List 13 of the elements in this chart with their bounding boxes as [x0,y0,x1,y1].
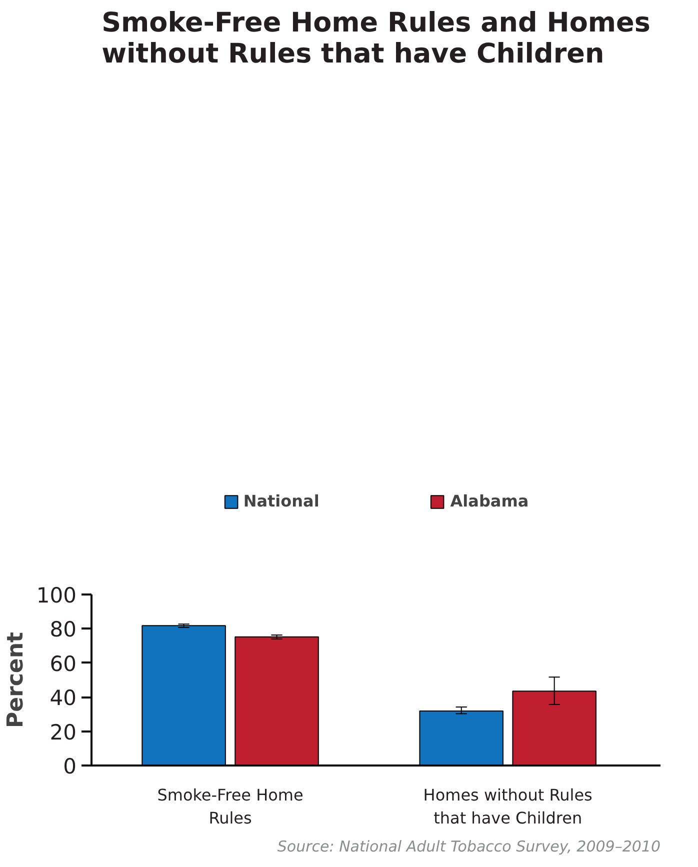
y-tick-label: 0 [63,754,77,778]
y-tick-label: 20 [50,720,77,744]
legend-label: Alabama [450,492,529,510]
x-tick-label: Smoke-Free Home Rules [157,786,304,828]
source-note: Source: National Adult Tobacco Survey, 2009–2010 [277,838,661,856]
y-axis-title: Percent [3,632,28,728]
chart-title: Smoke-Free Home Rules and Homes without Rules that have Children [102,8,650,70]
y-tick-label: 60 [50,652,77,676]
legend-label: National [243,492,320,510]
x-tick-label: Homes without Rules that have Children [423,786,592,828]
y-tick-label: 80 [50,618,77,642]
y-tick-label: 40 [50,686,77,710]
y-tick-label: 100 [36,584,77,608]
